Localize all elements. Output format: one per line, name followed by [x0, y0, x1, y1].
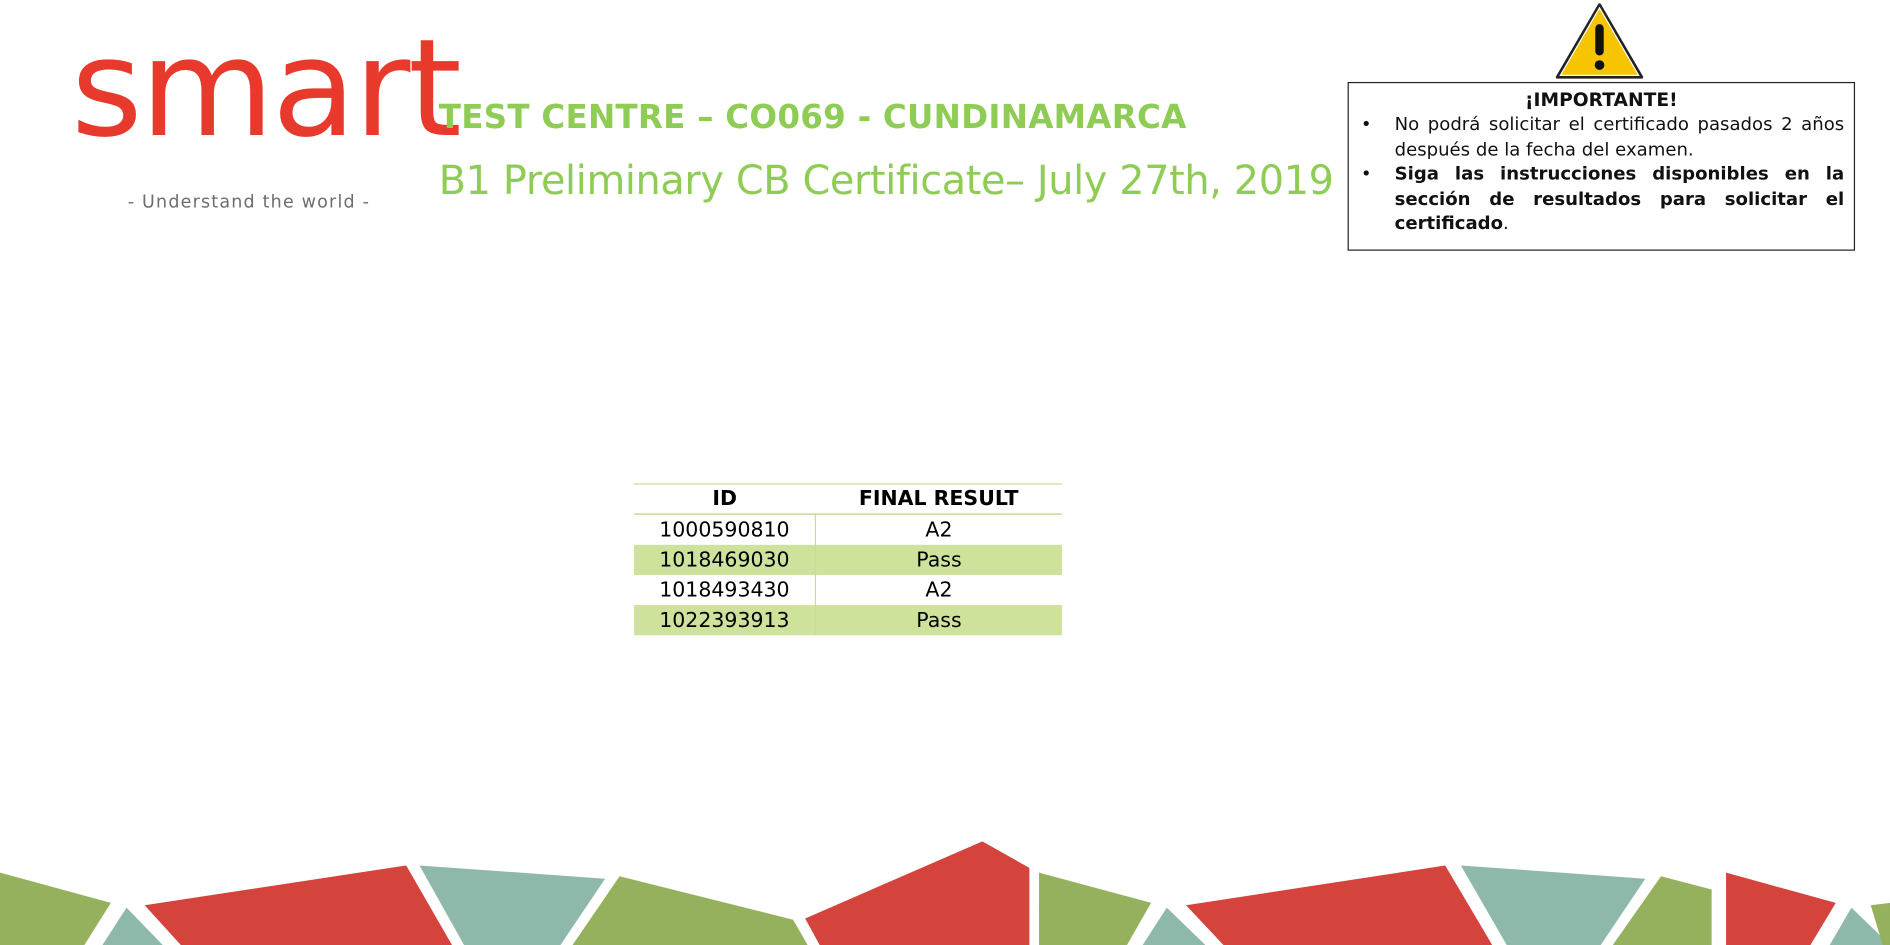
notice-heading: ¡IMPORTANTE! [1525, 89, 1678, 111]
footer-shape [1726, 872, 1836, 945]
cell-id: 1000590810 [634, 514, 817, 545]
table-row: 1018469030 Pass [634, 544, 1062, 575]
cell-result: A2 [925, 577, 953, 603]
logo-wordmark: smart [70, 10, 462, 168]
footer-shape [102, 907, 163, 945]
cell-id: 1022393913 [634, 605, 817, 636]
footer-shape [1460, 865, 1646, 945]
footer-shape [1870, 902, 1890, 945]
footer-shape [1142, 907, 1206, 945]
footer-shape [572, 876, 808, 945]
footer-shape [1039, 872, 1152, 945]
warning-triangle-icon [1555, 3, 1644, 79]
page-subtitle: B1 Preliminary CB Certificate– July 27th… [438, 156, 1334, 204]
cell-id: 1018493430 [634, 574, 817, 606]
cell-id: 1018469030 [634, 544, 817, 575]
notice-item: • No podrá solicitar el certificado pasad… [1360, 113, 1845, 160]
column-header-id: ID [634, 483, 816, 515]
cell-result: A2 [925, 517, 953, 542]
table-row: 1000590810 A2 [634, 514, 1062, 545]
footer-shape [144, 865, 453, 945]
logo-tagline: - Understand the world - [127, 192, 371, 213]
table-row: 1022393913 Pass [634, 605, 1062, 636]
cell-result: Pass [815, 544, 1062, 575]
footer-shape [1829, 907, 1890, 945]
footer-shape [805, 841, 1030, 945]
table-header-row: ID FINAL RESULT [634, 483, 1062, 515]
footer-shape [1186, 865, 1493, 945]
cell-result: Pass [815, 605, 1062, 636]
results-table: ID FINAL RESULT 1000590810 A2 1018469030 P… [634, 483, 1062, 636]
notice-item: • Siga las instrucciones disponibles en l… [1360, 162, 1845, 234]
footer-shape [419, 865, 606, 945]
footer-shape [1612, 876, 1712, 945]
footer-shape [0, 872, 111, 945]
table-row: 1018493430 A2 [634, 574, 1062, 606]
important-notice: ¡IMPORTANTE! • No podrá solicitar el cert… [1347, 81, 1856, 251]
page-title: TEST CENTRE – CO069 - CUNDINAMARCA [438, 98, 1187, 137]
column-header-final-result: FINAL RESULT [815, 483, 1062, 515]
